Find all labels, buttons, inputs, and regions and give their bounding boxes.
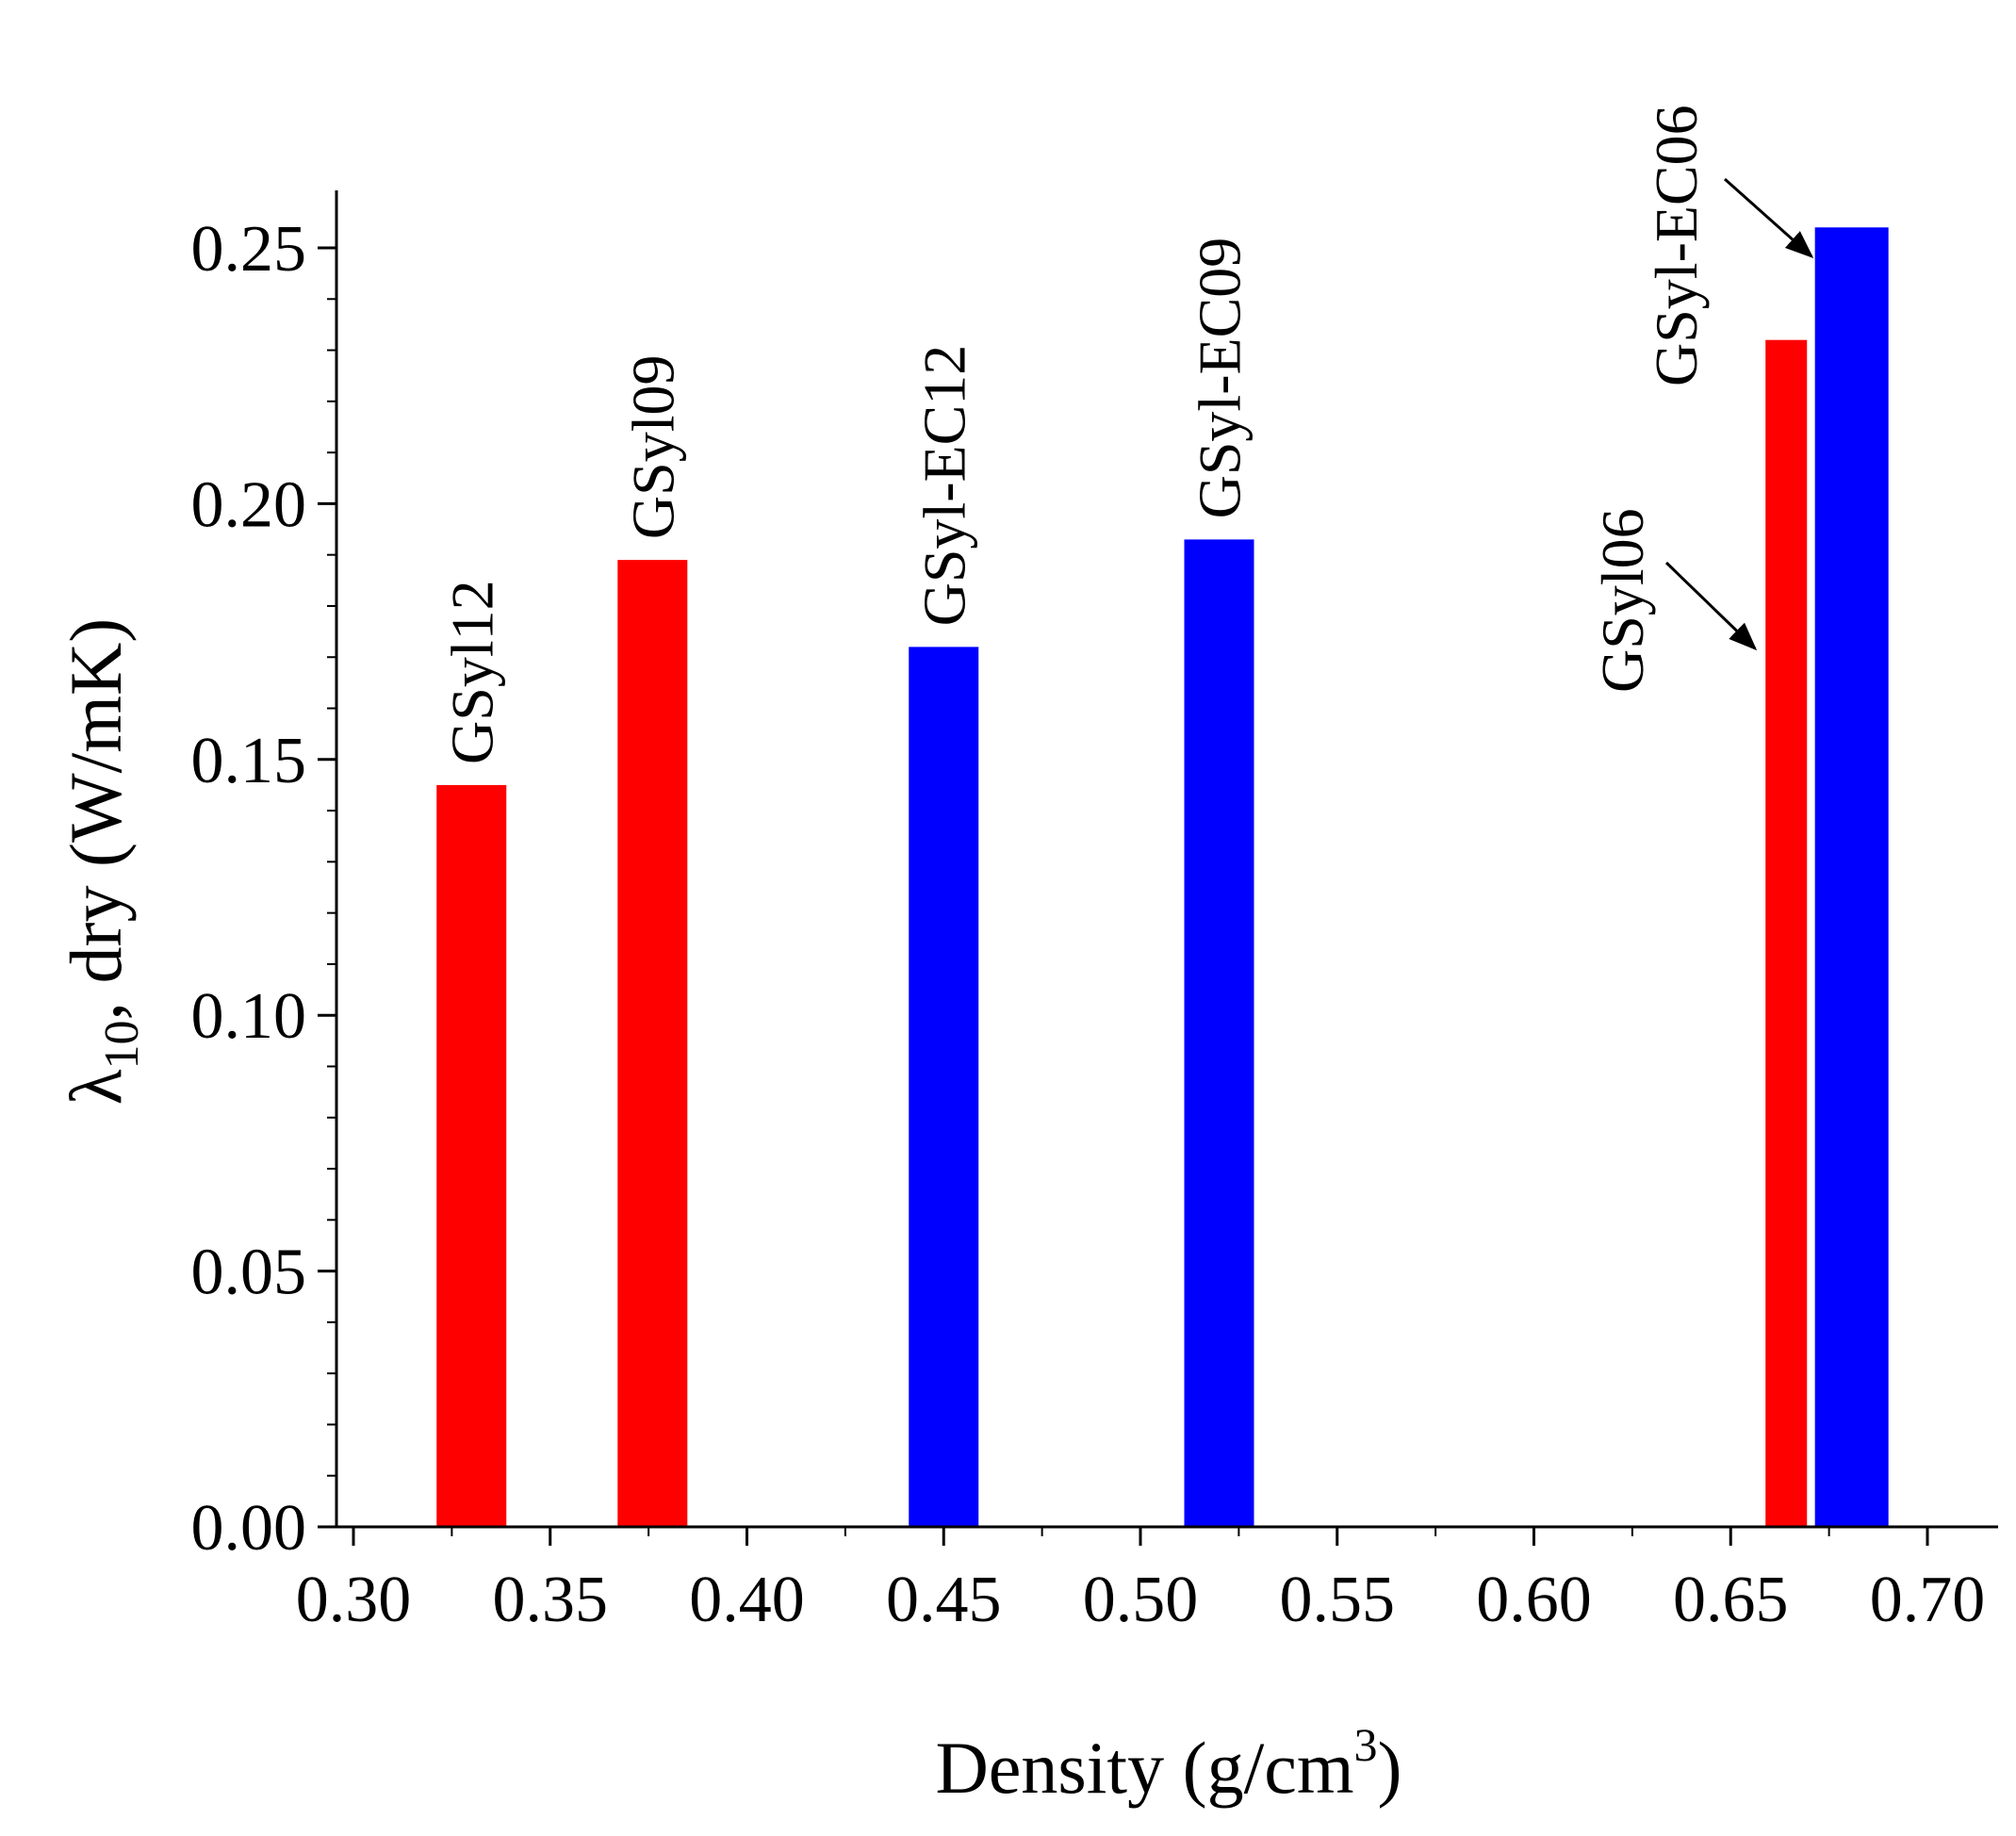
bar-gsyl-ec06 <box>1814 227 1889 1528</box>
y-tick-label: 0.05 <box>191 1237 307 1309</box>
annotations-layer <box>1664 177 1814 651</box>
x-axis-title: Density (g/cm3) <box>935 1718 1401 1809</box>
bar-label-gsyl12: GSyl12 <box>438 580 505 764</box>
y-tick-label: 0.00 <box>191 1492 307 1565</box>
y-axis-title-subscript: 10 <box>95 1020 149 1069</box>
y-tick-label: 0.10 <box>191 980 307 1053</box>
x-tick-label: 0.30 <box>296 1564 412 1636</box>
bar-label-gsyl09: GSyl09 <box>619 355 686 540</box>
x-tick-label: 0.60 <box>1476 1564 1592 1636</box>
y-tick-label: 0.25 <box>191 213 307 286</box>
bar-gsyl-ec09 <box>1184 539 1254 1527</box>
x-tick-label: 0.70 <box>1870 1564 1986 1636</box>
ticks-layer <box>318 246 1929 1546</box>
x-tick-label: 0.35 <box>493 1564 609 1636</box>
x-tick-label: 0.65 <box>1673 1564 1789 1636</box>
arrow-gsyl06 <box>1664 561 1758 651</box>
x-tick-label: 0.50 <box>1083 1564 1199 1636</box>
x-tick-label: 0.45 <box>886 1564 1002 1636</box>
arrow-gsyl-ec06 <box>1724 177 1814 258</box>
x-tick-label: 0.40 <box>689 1564 805 1636</box>
bar-label-gsyl-ec06: GSyl-EC06 <box>1643 105 1710 386</box>
y-tick-label: 0.20 <box>191 468 307 541</box>
bar-label-gsyl-ec12: GSyl-EC12 <box>910 345 977 627</box>
x-axis-title-superscript: 3 <box>1354 1718 1378 1771</box>
bar-gsyl09 <box>617 560 688 1528</box>
y-axis-title: λ10, dry (W/mK) <box>55 618 149 1106</box>
bar-label-gsyl06: GSyl06 <box>1589 508 1656 693</box>
bars-layer <box>436 227 1889 1528</box>
bar-gsyl-ec12 <box>909 647 979 1527</box>
bar-gsyl12 <box>436 784 507 1527</box>
axes-layer <box>335 190 1998 1529</box>
x-tick-label: 0.55 <box>1280 1564 1396 1636</box>
bar-gsyl06 <box>1765 339 1808 1528</box>
labels-layer: 0.00 0.05 0.10 0.15 0.20 0.25 0.30 0.35 0.40 0.45… <box>191 105 1986 1636</box>
bar-label-gsyl-ec09: GSyl-EC09 <box>1187 238 1254 519</box>
y-tick-label: 0.15 <box>191 725 307 797</box>
